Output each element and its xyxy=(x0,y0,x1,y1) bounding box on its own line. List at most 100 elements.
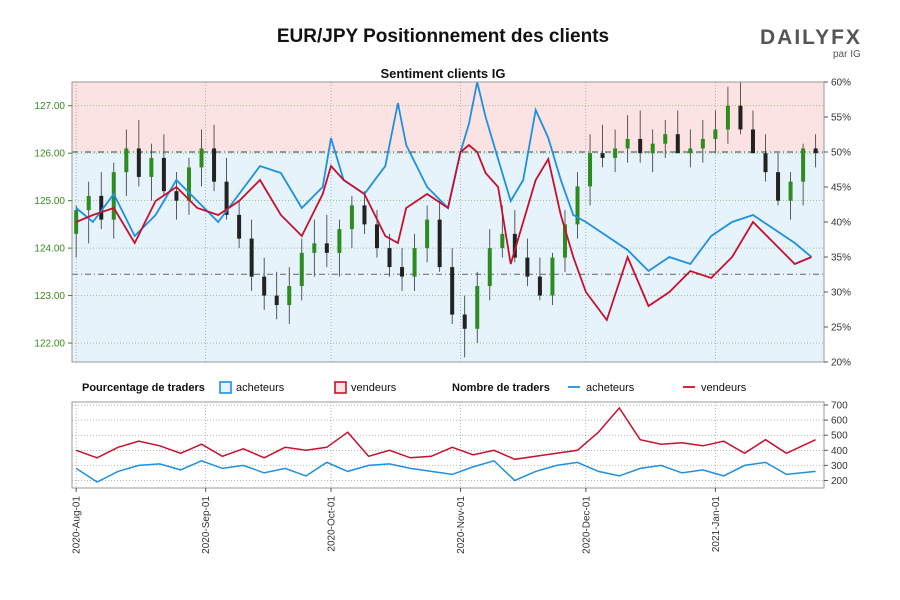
percent-tick-label: 50% xyxy=(831,148,851,159)
candle-body xyxy=(663,134,668,144)
trader-count-panel: 200 300 400 500 600 700 xyxy=(71,401,848,489)
price-tick-label: 123.00 xyxy=(34,291,65,302)
candle-body xyxy=(588,153,593,187)
candle-body xyxy=(149,157,154,177)
logo-subtext: par IG xyxy=(833,49,861,60)
count-axis: 200 300 400 500 600 700 xyxy=(824,401,848,487)
candle-body xyxy=(362,205,367,225)
candle-body xyxy=(99,195,104,220)
legend-pct-buyers: acheteurs xyxy=(236,382,285,394)
candle-body xyxy=(550,257,555,296)
candle-body xyxy=(750,129,755,154)
candle-body xyxy=(262,276,267,296)
candle-body xyxy=(500,233,505,249)
candle-body xyxy=(763,153,768,173)
candle-body xyxy=(725,105,730,130)
price-tick-label: 126.00 xyxy=(34,149,65,160)
percent-tick-label: 40% xyxy=(831,218,851,229)
dailyfx-logo: DAILYFX par IG xyxy=(760,26,862,60)
candle-body xyxy=(124,148,129,173)
count-tick-label: 500 xyxy=(831,431,848,442)
candle-body xyxy=(525,257,530,277)
candle-body xyxy=(512,233,517,258)
legend-pct-sellers-swatch xyxy=(334,381,347,394)
candle-body xyxy=(186,167,191,201)
candle-body xyxy=(688,148,693,154)
legend-pct-sellers: vendeurs xyxy=(351,382,397,394)
price-tick-label: 125.00 xyxy=(34,196,65,207)
date-axis: 2020-Aug-01 2020-Sep-01 2020-Oct-01 2020-No… xyxy=(72,488,722,554)
candle-body xyxy=(412,248,417,277)
candle-body xyxy=(713,129,718,139)
date-tick-label: 2021-Jan-01 xyxy=(711,496,722,553)
candle-body xyxy=(650,143,655,154)
percent-tick-label: 25% xyxy=(831,323,851,334)
percent-tick-label: 35% xyxy=(831,253,851,264)
sellers-zone xyxy=(72,82,824,152)
candle-body xyxy=(387,248,392,268)
candle-body xyxy=(312,243,317,253)
legend-pct-title: Pourcentage de traders xyxy=(82,382,205,394)
price-sentiment-panel: 122.00 123.00 124.00 125.00 126.00 127.00 20%… xyxy=(34,78,851,369)
candle-body xyxy=(174,191,179,201)
candle-body xyxy=(487,248,492,287)
sellers-count-line xyxy=(75,406,816,461)
date-tick-label: 2020-Oct-01 xyxy=(327,496,338,552)
candle-body xyxy=(788,181,793,201)
buyers-zone xyxy=(72,152,824,362)
price-tick-label: 124.00 xyxy=(34,244,65,255)
percent-tick-label: 60% xyxy=(831,78,851,89)
buyers-percent-line xyxy=(75,81,813,273)
count-tick-label: 300 xyxy=(831,461,848,472)
candle-body xyxy=(161,157,166,192)
legend-pct-buyers-swatch xyxy=(219,381,232,394)
candle-body xyxy=(475,286,480,329)
date-tick-label: 2020-Aug-01 xyxy=(72,496,83,554)
legend-count-sellers: vendeurs xyxy=(701,382,747,394)
candle-body xyxy=(675,134,680,154)
buyers-count-line xyxy=(75,459,816,483)
candle-body xyxy=(801,148,806,182)
candle-body xyxy=(776,172,781,201)
candle-body xyxy=(86,195,91,211)
legend-count-buyers: acheteurs xyxy=(586,382,635,394)
percent-tick-label: 55% xyxy=(831,113,851,124)
candle-body xyxy=(374,224,379,249)
candle-body xyxy=(575,186,580,225)
candle-body xyxy=(299,252,304,287)
bottom-frame xyxy=(71,401,825,489)
count-tick-label: 700 xyxy=(831,401,848,412)
candle-body xyxy=(638,138,643,154)
count-tick-label: 600 xyxy=(831,416,848,427)
candle-body xyxy=(400,267,405,277)
legend: Pourcentage de traders acheteurs vendeur… xyxy=(82,381,747,394)
candle-body xyxy=(625,138,630,149)
chart-subtitle: Sentiment clients IG xyxy=(381,66,506,81)
candle-body xyxy=(349,205,354,230)
percent-tick-label: 30% xyxy=(831,288,851,299)
candle-body xyxy=(562,224,567,258)
candle-body xyxy=(287,286,292,306)
candle-body xyxy=(462,314,467,329)
price-tick-label: 122.00 xyxy=(34,339,65,350)
candle-body xyxy=(199,148,204,168)
candle-body xyxy=(324,243,329,253)
legend-count-title: Nombre de traders xyxy=(452,382,550,394)
candle-body xyxy=(274,295,279,306)
candle-body xyxy=(249,238,254,277)
candle-body xyxy=(700,138,705,149)
count-tick-label: 200 xyxy=(831,476,848,487)
percent-tick-label: 20% xyxy=(831,358,851,369)
candle-body xyxy=(337,229,342,253)
candle-body xyxy=(537,276,542,296)
date-tick-label: 2020-Dec-01 xyxy=(581,496,592,554)
bottom-grid xyxy=(72,402,824,488)
percent-axis: 20% 25% 30% 35% 40% 45% 50% 55% 60% xyxy=(824,78,851,369)
percent-tick-label: 45% xyxy=(831,183,851,194)
logo-text: DAILYFX xyxy=(760,26,862,49)
count-tick-label: 400 xyxy=(831,446,848,457)
chart-title: EUR/JPY Positionnement des clients xyxy=(277,26,609,47)
price-axis: 122.00 123.00 124.00 125.00 126.00 127.00 xyxy=(34,101,72,350)
candle-body xyxy=(450,267,455,315)
